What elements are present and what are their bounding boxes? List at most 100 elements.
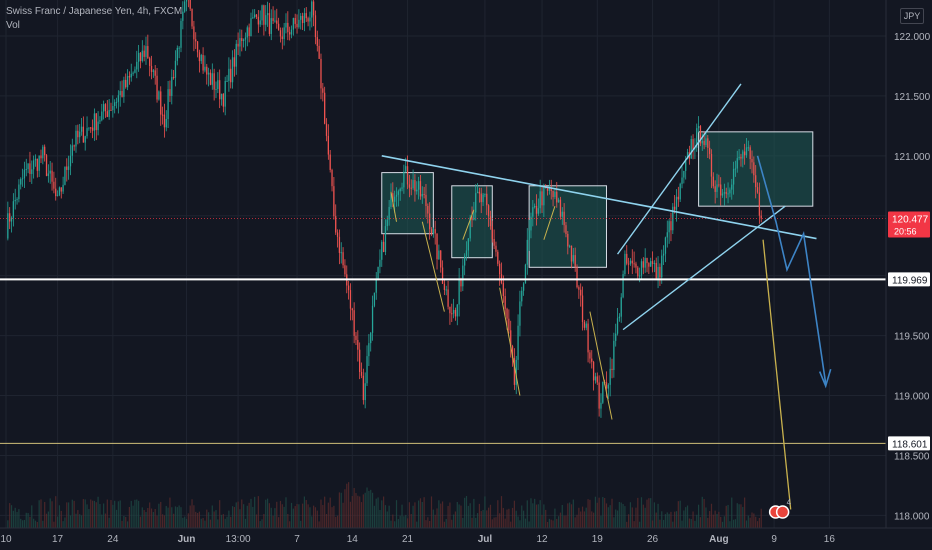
channel-upper-line[interactable]: [616, 83, 742, 255]
candle-body: [141, 50, 143, 61]
volume-bar: [294, 506, 296, 528]
candle-body: [101, 111, 103, 121]
candle-body: [276, 20, 278, 24]
candle-body: [670, 221, 672, 231]
volume-bar: [749, 517, 751, 528]
pattern-arrow[interactable]: [390, 191, 397, 222]
volume-bar: [25, 512, 27, 528]
candle-body: [45, 155, 48, 176]
volume-bar: [359, 496, 361, 528]
projection-arrow[interactable]: [499, 287, 521, 396]
time-tick-label: 24: [107, 534, 119, 545]
time-axis[interactable]: [0, 528, 886, 550]
candle-body: [241, 38, 243, 42]
volume-bar: [333, 505, 335, 528]
current-price-badge-label: 120.477: [892, 215, 929, 226]
volume-bar: [550, 519, 552, 528]
candle-body: [605, 382, 608, 389]
candle-body: [309, 17, 311, 22]
time-tick-label: 10: [0, 534, 12, 545]
price-tick-label: 122.000: [894, 32, 931, 43]
volume-bar: [27, 513, 29, 528]
candle-body: [370, 332, 372, 344]
candle-body: [154, 70, 156, 76]
candle-body: [207, 72, 210, 75]
candle-body: [10, 217, 13, 222]
volume-bar: [138, 500, 140, 528]
candle-body: [708, 147, 711, 154]
volume-bar: [126, 521, 129, 528]
pattern-arrow[interactable]: [543, 206, 556, 240]
descending-trendline[interactable]: [381, 155, 817, 240]
channel-lower-line[interactable]: [622, 205, 786, 331]
volume-bar: [119, 500, 121, 528]
candle-body: [731, 184, 733, 190]
volume-bar: [618, 501, 620, 528]
volume-bar: [29, 516, 31, 528]
candle-body: [718, 184, 720, 186]
event-flag-icon[interactable]: [775, 505, 790, 519]
volume-bar: [254, 496, 256, 528]
volume-bar: [252, 506, 254, 528]
time-tick-label: 19: [592, 534, 604, 545]
support-price-badge[interactable]: [888, 272, 930, 287]
candle-body: [375, 278, 377, 293]
volume-bar: [515, 510, 517, 528]
bar-countdown-label: 20:56: [894, 227, 917, 237]
volume-bar: [349, 501, 352, 528]
forecast-path[interactable]: [756, 155, 827, 384]
candle-body: [128, 76, 131, 78]
candle-body: [532, 207, 534, 217]
candle-body: [644, 257, 646, 268]
candle-body: [406, 166, 409, 185]
projection-arrow[interactable]: [589, 311, 613, 420]
volume-bar: [569, 502, 571, 528]
volume-bar: [202, 517, 204, 528]
time-tick-label: 9: [771, 534, 777, 545]
currency-button[interactable]: JPY: [900, 8, 924, 24]
candle-body: [386, 219, 388, 227]
volume-bar: [344, 489, 346, 528]
candle-body: [176, 47, 178, 61]
candle-body: [195, 39, 197, 42]
volume-bar: [664, 514, 667, 528]
candle-body: [451, 313, 453, 315]
candle-body: [300, 15, 302, 20]
candle-body: [193, 26, 195, 40]
volume-bar: [305, 500, 307, 528]
volume-bar: [62, 521, 64, 528]
candle-body: [723, 192, 726, 194]
candle-body: [743, 151, 746, 156]
candle-body: [233, 57, 236, 67]
candle-body: [220, 93, 223, 100]
volume-bar: [714, 510, 716, 528]
symbol-title: Swiss Franc / Japanese Yen, 4h, FXCM: [6, 6, 183, 17]
volume-bar: [325, 513, 328, 528]
volume-bar: [644, 507, 646, 528]
candle-body: [368, 343, 370, 357]
candle-body: [320, 58, 322, 89]
candle-body: [246, 27, 248, 38]
candle-body: [408, 184, 411, 188]
volume-bar: [436, 508, 438, 528]
candle-body: [178, 47, 180, 49]
current-price-badge[interactable]: [888, 211, 930, 238]
projection-arrow[interactable]: [421, 221, 445, 312]
volume-bar: [60, 510, 62, 528]
candle-body: [18, 184, 20, 200]
candle-body: [679, 183, 681, 200]
candle-body: [191, 8, 193, 27]
volume-bar: [697, 504, 700, 528]
target-price-badge[interactable]: [888, 436, 930, 451]
volume-bar: [674, 511, 676, 528]
candle-body: [189, 0, 191, 9]
candle-body: [598, 382, 600, 409]
target-projection-line[interactable]: [762, 239, 792, 510]
candle-body: [169, 89, 171, 96]
candle-body: [441, 267, 444, 284]
pattern-arrow[interactable]: [462, 209, 475, 240]
candle-body: [357, 339, 359, 350]
candle-body: [495, 245, 497, 252]
candle-body: [252, 17, 254, 19]
